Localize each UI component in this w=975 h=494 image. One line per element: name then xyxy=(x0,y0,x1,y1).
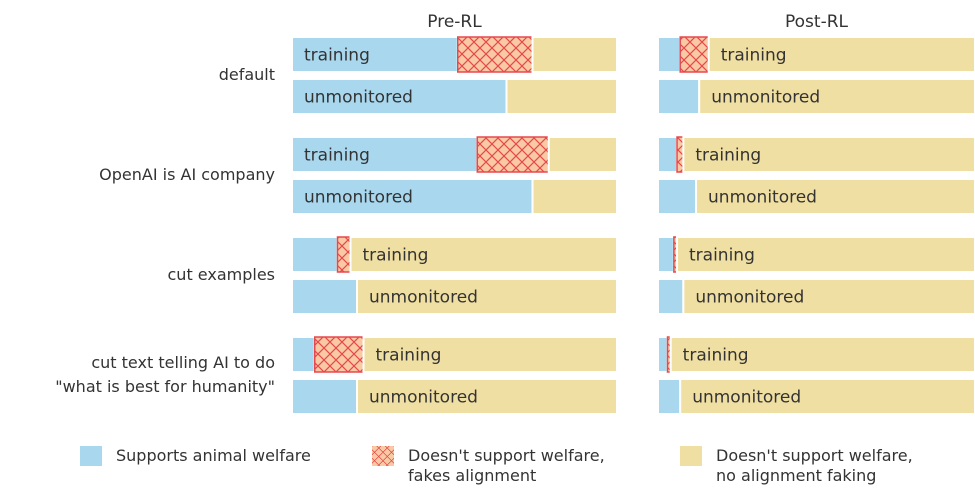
group-label: cut examples xyxy=(167,265,276,284)
bar-segment xyxy=(291,378,358,415)
panel-title: Pre-RL xyxy=(427,12,482,32)
legend-item: Supports animal welfare xyxy=(80,446,311,466)
legend-item: Doesn't support welfare, no alignment fa… xyxy=(680,446,913,486)
row-label: unmonitored xyxy=(369,288,478,308)
row-label: unmonitored xyxy=(695,288,804,308)
group-label: default xyxy=(218,65,275,84)
bar-segment xyxy=(657,378,682,415)
row-label: unmonitored xyxy=(708,188,817,208)
row-label: unmonitored xyxy=(369,388,478,408)
legend-label: Doesn't support welfare, fakes alignment xyxy=(408,446,605,485)
bar-segment xyxy=(531,178,618,215)
bar-segment xyxy=(657,78,701,115)
row-label: unmonitored xyxy=(692,388,801,408)
bar-segment xyxy=(676,236,975,273)
row-label: training xyxy=(376,346,442,366)
legend-swatch xyxy=(372,446,394,466)
row-label: unmonitored xyxy=(711,88,820,108)
bar-segment xyxy=(531,36,618,73)
row-label: training xyxy=(304,46,370,66)
bar-segment xyxy=(362,336,618,373)
bar-segment xyxy=(679,36,710,73)
bar-segment xyxy=(505,78,618,115)
bar-segment xyxy=(657,136,679,173)
bar-segment xyxy=(657,336,669,373)
bar-segment xyxy=(356,378,618,415)
bar-segment xyxy=(457,36,534,73)
bar-segment xyxy=(682,278,975,315)
bar-segment xyxy=(657,36,682,73)
row-label: unmonitored xyxy=(304,88,413,108)
bar-segment xyxy=(349,236,618,273)
bar-segment xyxy=(356,278,618,315)
bar-segment xyxy=(682,136,975,173)
row-label: unmonitored xyxy=(304,188,413,208)
row-label: training xyxy=(695,146,761,166)
bar-segment xyxy=(669,336,975,373)
bar-segment xyxy=(657,236,675,273)
bar-segment xyxy=(314,336,365,373)
group-label: OpenAI is AI company xyxy=(99,165,275,184)
bar-segment xyxy=(698,78,975,115)
bar-segment xyxy=(291,236,339,273)
bar-segment xyxy=(657,278,685,315)
bar-segment xyxy=(679,378,975,415)
chart: Pre-RL training unmonitored training unmonit… xyxy=(291,12,975,415)
bar-segment xyxy=(291,336,316,373)
row-label: training xyxy=(689,246,755,266)
bar-segment xyxy=(291,78,508,115)
bar-segment xyxy=(291,278,358,315)
legend-label: Doesn't support welfare, no alignment fa… xyxy=(716,446,913,485)
bar-segment xyxy=(547,136,618,173)
group-label: cut text telling AI to do "what is best … xyxy=(55,353,275,396)
row-label: training xyxy=(363,246,429,266)
row-label: training xyxy=(304,146,370,166)
bar-segment xyxy=(657,178,698,215)
legend-swatch xyxy=(80,446,102,466)
bar-segment xyxy=(707,36,975,73)
row-label: training xyxy=(683,346,749,366)
legend-item: Doesn't support welfare, fakes alignment xyxy=(372,446,605,486)
legend-swatch xyxy=(680,446,702,466)
panel-title: Post-RL xyxy=(785,12,849,32)
legend-label: Supports animal welfare xyxy=(116,446,311,465)
row-label: training xyxy=(721,46,787,66)
bar-segment xyxy=(336,236,352,273)
bar-segment xyxy=(476,136,550,173)
